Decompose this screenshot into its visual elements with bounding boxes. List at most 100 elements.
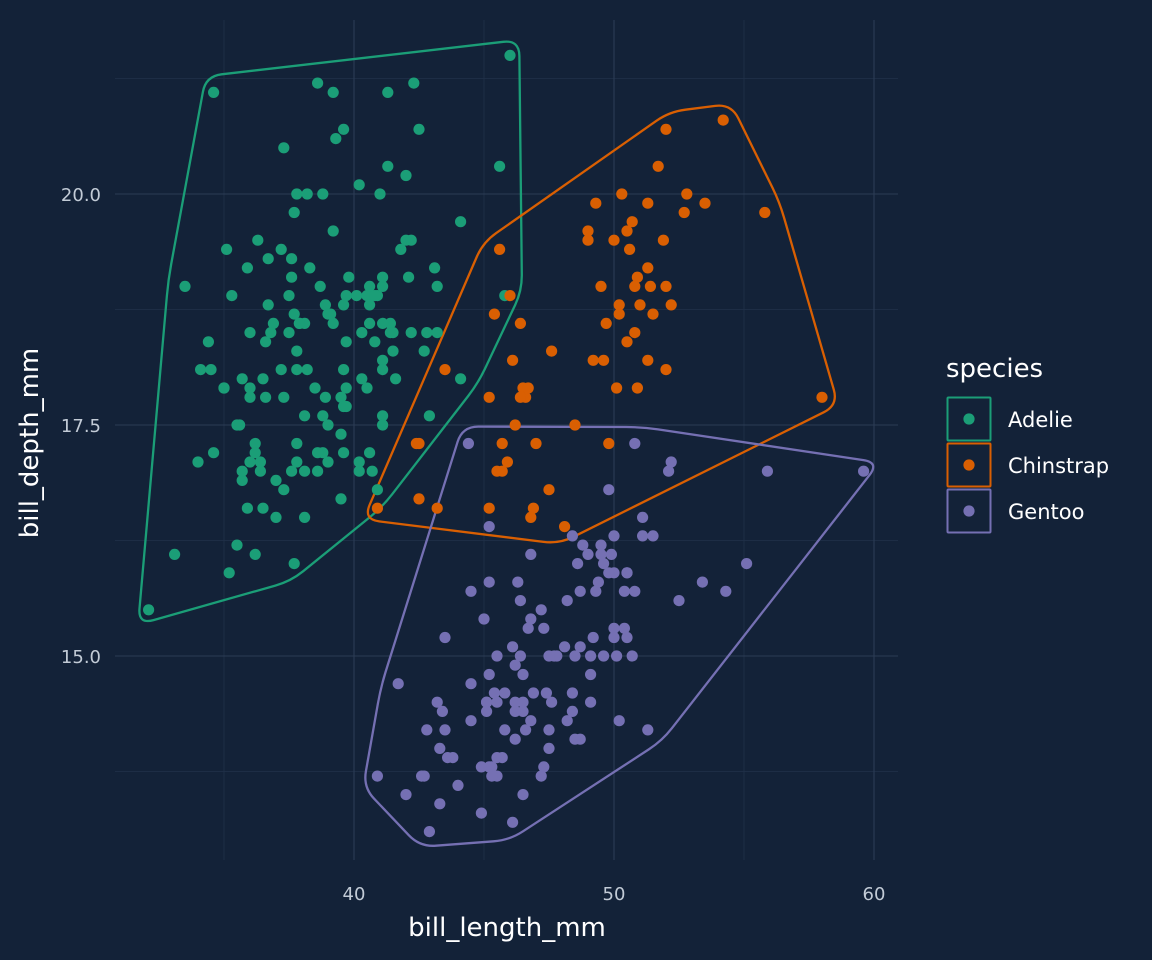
point-gentoo	[517, 789, 529, 801]
point-adelie	[431, 280, 443, 292]
point-gentoo	[629, 437, 641, 450]
point-gentoo	[517, 668, 529, 681]
point-adelie	[405, 327, 417, 339]
legend-label: Gentoo	[1008, 500, 1084, 524]
point-adelie	[241, 262, 253, 274]
point-adelie	[312, 465, 324, 477]
point-adelie	[260, 336, 272, 348]
point-adelie	[244, 391, 256, 403]
point-adelie	[338, 364, 350, 376]
point-gentoo	[582, 548, 594, 561]
point-gentoo	[574, 585, 586, 597]
point-chinstrap	[600, 317, 612, 329]
point-gentoo	[418, 770, 430, 782]
point-adelie	[301, 364, 313, 376]
point-gentoo	[595, 539, 607, 551]
point-chinstrap	[660, 280, 672, 292]
point-adelie	[353, 179, 365, 191]
point-adelie	[374, 188, 386, 200]
point-adelie	[234, 419, 246, 431]
point-chinstrap	[504, 290, 516, 302]
point-chinstrap	[629, 327, 641, 339]
point-adelie	[377, 280, 389, 292]
point-adelie	[405, 234, 417, 246]
x-tick-label: 60	[863, 884, 886, 905]
point-adelie	[408, 77, 420, 89]
point-gentoo	[598, 650, 610, 662]
point-gentoo	[499, 724, 511, 736]
point-adelie	[335, 391, 347, 403]
point-gentoo	[577, 539, 589, 551]
point-adelie	[312, 447, 324, 459]
legend-key-box	[946, 396, 992, 442]
point-adelie	[288, 206, 300, 219]
point-adelie	[270, 511, 282, 523]
point-gentoo	[546, 696, 558, 708]
point-chinstrap	[501, 456, 513, 468]
point-adelie	[291, 364, 303, 376]
point-chinstrap	[496, 437, 508, 450]
point-adelie	[223, 567, 235, 579]
point-adelie	[192, 456, 204, 468]
point-adelie	[353, 465, 365, 477]
point-adelie	[390, 373, 402, 385]
point-gentoo	[481, 696, 493, 708]
point-chinstrap	[527, 502, 540, 514]
point-adelie	[169, 548, 181, 561]
point-chinstrap	[652, 160, 664, 172]
point-chinstrap	[483, 391, 495, 403]
legend: species Adelie Chinstrap Gentoo	[946, 354, 1109, 534]
point-gentoo	[431, 696, 443, 708]
point-adelie	[270, 474, 282, 486]
x-tick-label: 40	[343, 884, 366, 905]
point-chinstrap	[587, 354, 599, 366]
point-gentoo	[663, 465, 675, 477]
point-chinstrap	[582, 234, 594, 246]
point-gentoo	[421, 724, 433, 736]
point-adelie	[299, 511, 311, 523]
point-chinstrap	[595, 280, 607, 292]
point-adelie	[283, 327, 295, 339]
point-adelie	[293, 317, 305, 329]
point-gentoo	[543, 650, 555, 662]
point-adelie	[361, 290, 373, 302]
point-adelie	[208, 86, 220, 98]
point-gentoo	[566, 705, 579, 718]
point-adelie	[340, 336, 352, 348]
point-gentoo	[585, 696, 597, 708]
point-gentoo	[520, 724, 532, 736]
legend-key-box	[946, 442, 992, 488]
point-chinstrap	[816, 391, 828, 403]
point-gentoo	[514, 595, 527, 607]
point-gentoo	[603, 567, 615, 579]
point-gentoo	[509, 659, 521, 671]
point-adelie	[338, 299, 350, 311]
y-axis-title: bill_depth_mm	[15, 348, 45, 539]
point-adelie	[195, 364, 207, 376]
point-gentoo	[621, 631, 633, 644]
point-gentoo	[673, 595, 685, 607]
point-gentoo	[475, 761, 487, 773]
point-gentoo	[592, 576, 605, 588]
point-gentoo	[696, 576, 709, 588]
point-adelie	[319, 391, 331, 403]
point-gentoo	[561, 595, 573, 607]
point-gentoo	[481, 705, 493, 718]
point-adelie	[221, 243, 233, 255]
point-adelie	[254, 465, 266, 477]
point-gentoo	[647, 530, 659, 542]
legend-key-point	[963, 459, 975, 471]
point-chinstrap	[525, 511, 537, 523]
point-adelie	[364, 447, 376, 459]
point-adelie	[421, 327, 433, 339]
point-chinstrap	[514, 317, 527, 329]
point-adelie	[257, 373, 269, 385]
point-gentoo	[535, 770, 547, 782]
point-chinstrap	[439, 364, 451, 376]
point-gentoo	[621, 567, 633, 579]
point-chinstrap	[431, 502, 443, 514]
point-gentoo	[543, 724, 555, 736]
point-gentoo	[858, 465, 870, 477]
point-adelie	[249, 447, 261, 459]
point-gentoo	[423, 826, 435, 838]
